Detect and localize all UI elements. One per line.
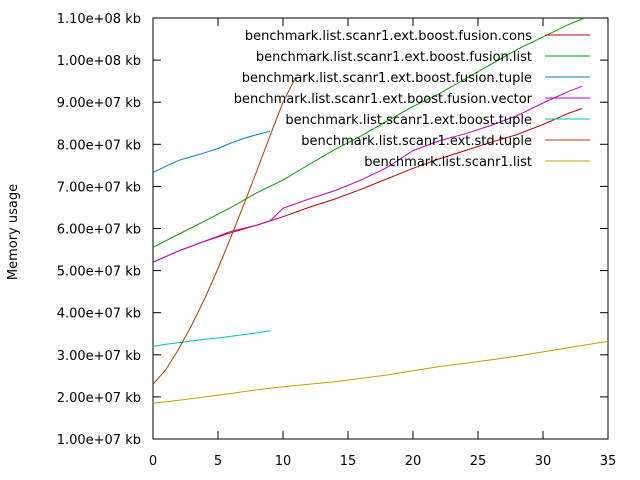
legend-label: benchmark.list.scanr1.list bbox=[364, 155, 532, 170]
y-tick-label: 1.00e+07 kb bbox=[57, 433, 141, 448]
x-tick-label: 35 bbox=[600, 454, 617, 469]
x-tick-label: 10 bbox=[275, 454, 292, 469]
series-line-3 bbox=[152, 130, 271, 173]
y-tick-label: 7.00e+07 kb bbox=[57, 180, 141, 195]
x-axis-ticks: 0 5 10 15 20 25 30 35 bbox=[149, 18, 616, 469]
legend-label: benchmark.list.scanr1.ext.boost.tuple bbox=[285, 113, 532, 128]
series-line-7 bbox=[152, 340, 609, 404]
x-tick-label: 20 bbox=[405, 454, 422, 469]
y-tick-label: 3.00e+07 kb bbox=[57, 349, 141, 364]
legend-label: benchmark.list.scanr1.ext.boost.fusion.t… bbox=[242, 71, 532, 86]
series-lines bbox=[152, 17, 609, 404]
y-tick-label: 4.00e+07 kb bbox=[57, 307, 141, 322]
y-tick-label: 8.00e+07 kb bbox=[57, 138, 141, 153]
legend-label: benchmark.list.scanr1.ext.std.tuple bbox=[301, 134, 532, 149]
series-line-2 bbox=[152, 17, 585, 248]
series-line-5 bbox=[152, 330, 271, 347]
series-line-4 bbox=[152, 85, 583, 263]
series-line-6 bbox=[152, 76, 297, 385]
legend-label: benchmark.list.scanr1.ext.boost.fusion.c… bbox=[245, 29, 532, 44]
y-axis-label: Memory usage bbox=[6, 184, 21, 280]
x-tick-label: 30 bbox=[535, 454, 552, 469]
x-tick-label: 5 bbox=[214, 454, 222, 469]
series-line-1 bbox=[152, 108, 583, 263]
y-tick-label: 6.00e+07 kb bbox=[57, 223, 141, 238]
x-tick-label: 0 bbox=[149, 454, 157, 469]
legend-label: benchmark.list.scanr1.ext.boost.fusion.l… bbox=[256, 50, 532, 65]
legend-label: benchmark.list.scanr1.ext.boost.fusion.v… bbox=[234, 92, 533, 107]
legend: benchmark.list.scanr1.ext.boost.fusion.c… bbox=[234, 29, 590, 170]
y-tick-label: 1.00e+08 kb bbox=[57, 54, 141, 69]
y-tick-label: 2.00e+07 kb bbox=[57, 391, 141, 406]
y-tick-label: 5.00e+07 kb bbox=[57, 265, 141, 280]
x-tick-label: 25 bbox=[470, 454, 487, 469]
y-axis-ticks: 1.00e+07 kb 2.00e+07 kb 3.00e+07 kb 4.00e+0… bbox=[57, 12, 608, 448]
x-tick-label: 15 bbox=[340, 454, 357, 469]
y-tick-label: 1.10e+08 kb bbox=[57, 12, 141, 27]
y-tick-label: 9.00e+07 kb bbox=[57, 96, 141, 111]
